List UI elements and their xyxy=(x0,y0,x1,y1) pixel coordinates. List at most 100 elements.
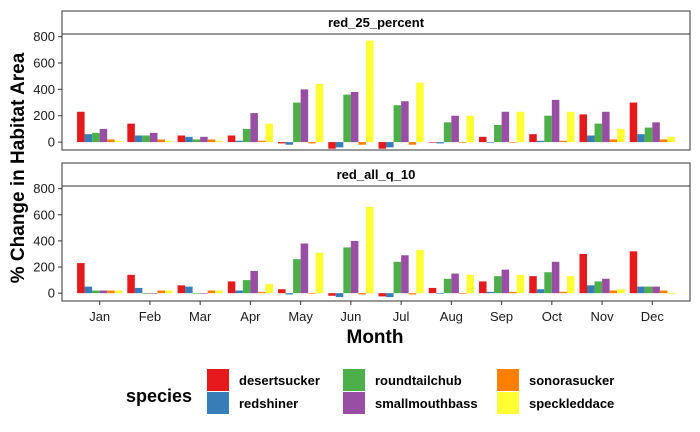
bar xyxy=(428,142,437,143)
legend-title: species xyxy=(126,386,192,406)
x-tick-label: Aug xyxy=(440,309,463,324)
y-tick-label: 800 xyxy=(33,181,55,196)
bar xyxy=(536,140,545,143)
x-tick-label: Jul xyxy=(393,309,410,324)
bar xyxy=(386,142,394,148)
y-tick-label: 400 xyxy=(33,233,55,248)
bar xyxy=(134,287,143,294)
bar xyxy=(509,291,517,294)
panel-border xyxy=(61,185,691,302)
bar xyxy=(315,252,324,294)
x-tick-label: Nov xyxy=(591,309,615,324)
y-axis-title: % Change in Habitat Area xyxy=(8,52,29,283)
bar xyxy=(652,122,660,143)
bar xyxy=(637,134,645,143)
chart-panels: red_25_percent 0 200 400 600 800 red_all_q_10 0… xyxy=(33,10,691,302)
bar xyxy=(566,111,575,143)
x-tick-label: Oct xyxy=(542,309,563,324)
bar xyxy=(378,293,387,297)
bar xyxy=(265,123,274,143)
bar xyxy=(227,281,236,294)
bar xyxy=(629,251,638,294)
panel: red_25_percent 0 200 400 600 800 xyxy=(33,10,691,151)
bar xyxy=(149,132,158,143)
bar xyxy=(544,115,552,143)
bar xyxy=(293,102,301,143)
bar xyxy=(192,293,201,294)
bar xyxy=(436,293,444,294)
bar xyxy=(242,128,251,143)
bar xyxy=(84,286,93,294)
bar xyxy=(566,276,575,294)
bar xyxy=(358,293,366,295)
bar xyxy=(559,291,567,294)
bar xyxy=(494,124,502,143)
bar xyxy=(617,128,625,143)
legend-swatch xyxy=(497,369,519,391)
bar xyxy=(315,84,324,143)
bar xyxy=(328,293,336,296)
bar xyxy=(142,293,150,294)
bar xyxy=(451,273,459,294)
bar xyxy=(200,136,208,143)
x-axis: Jan Feb Mar Apr May Jun Jul Aug Sep Oct Nov Dec xyxy=(89,301,664,324)
bar xyxy=(551,99,560,143)
bar xyxy=(200,293,208,294)
bar xyxy=(185,286,193,294)
bar xyxy=(92,290,100,294)
bar xyxy=(350,92,359,143)
bar xyxy=(494,276,502,294)
panel-title: red_all_q_10 xyxy=(337,167,416,182)
x-tick-label: May xyxy=(288,309,313,324)
bar xyxy=(134,135,143,143)
y-tick-label: 0 xyxy=(48,286,55,301)
bar xyxy=(637,286,645,294)
bar xyxy=(215,140,223,143)
x-axis-title: Month xyxy=(347,327,404,348)
bar xyxy=(587,135,595,143)
bar xyxy=(436,142,444,144)
bar xyxy=(350,240,359,294)
bar xyxy=(177,285,186,294)
bar xyxy=(127,274,135,294)
bar xyxy=(107,139,115,143)
y-tick-label: 0 xyxy=(48,135,55,150)
bar xyxy=(265,284,274,294)
bar xyxy=(308,293,316,294)
bar xyxy=(501,111,510,143)
bar xyxy=(308,142,316,144)
bar xyxy=(164,290,173,294)
bar xyxy=(285,142,294,145)
bar xyxy=(242,280,251,294)
bar xyxy=(544,272,552,294)
bar xyxy=(667,136,675,143)
bar xyxy=(529,134,537,143)
legend-swatch xyxy=(343,392,365,414)
x-tick-label: Dec xyxy=(641,309,665,324)
panel-border xyxy=(61,33,691,151)
legend-label: speckleddace xyxy=(529,396,614,411)
bar xyxy=(428,287,437,294)
bar xyxy=(408,142,417,145)
legend-label: desertsucker xyxy=(239,373,320,388)
bar xyxy=(215,290,223,294)
bar xyxy=(594,281,603,294)
bar xyxy=(516,274,525,294)
bar xyxy=(386,293,394,298)
bar xyxy=(365,206,374,294)
panel-title: red_25_percent xyxy=(328,15,425,30)
bar xyxy=(285,293,294,295)
bar xyxy=(529,276,537,294)
bar xyxy=(393,105,402,143)
bar xyxy=(486,291,495,294)
bar xyxy=(157,139,165,143)
bar xyxy=(343,247,351,294)
bar xyxy=(644,127,653,143)
bar xyxy=(235,290,243,294)
bar xyxy=(416,250,424,294)
bar xyxy=(185,136,193,143)
bar xyxy=(300,243,309,294)
bar xyxy=(207,290,216,294)
bar xyxy=(99,290,108,294)
